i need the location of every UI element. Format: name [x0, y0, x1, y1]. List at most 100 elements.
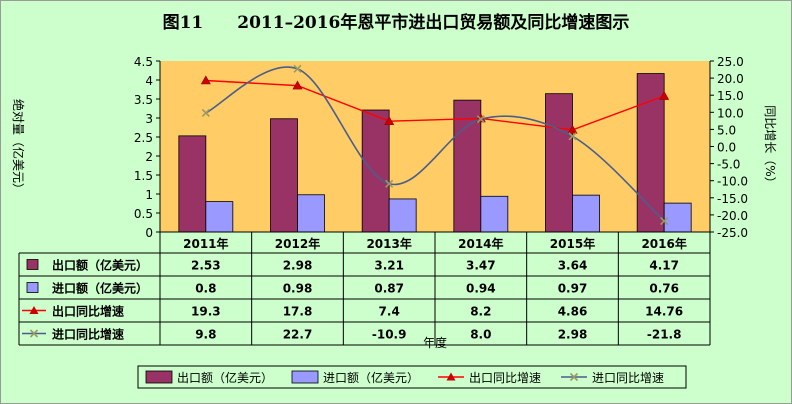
table-legend-key	[26, 259, 39, 270]
table-cell: -10.9	[372, 328, 407, 342]
table-cell: 22.7	[283, 328, 313, 342]
line-point	[568, 132, 577, 141]
table-cell: 3.64	[558, 259, 588, 273]
table-cell: 9.8	[195, 328, 216, 342]
table-cell: 4.86	[558, 305, 588, 319]
table-cell: 2.98	[283, 259, 313, 273]
line-point	[567, 124, 578, 134]
table-row-header: 进口额（亿美元）	[52, 281, 148, 296]
legend: 出口额（亿美元） 进口额（亿美元） 出口同比增速 进口同比增速	[137, 365, 687, 389]
table-legend-key	[26, 282, 39, 293]
right-tick-label: -25.0	[717, 226, 748, 240]
table-row-header: 进口同比增速	[52, 327, 124, 342]
table-cell: 19.3	[191, 305, 221, 319]
line-series	[200, 64, 670, 226]
legend-key	[291, 370, 319, 384]
bar	[270, 118, 298, 233]
table-row-header: 出口额（亿美元）	[52, 258, 148, 273]
left-axis-label: 绝对量（亿美元）	[11, 99, 26, 195]
series-line	[205, 79, 665, 131]
legend-box	[137, 365, 687, 389]
line-point	[660, 216, 669, 226]
line-point	[385, 179, 394, 188]
table-cell: 4.17	[649, 259, 679, 273]
line-point	[384, 116, 395, 125]
table-cell: 2.53	[191, 259, 221, 273]
left-tick-label: 2.5	[134, 131, 153, 145]
bar	[205, 201, 234, 233]
right-axis-label: 同比增长（%）	[763, 105, 777, 188]
table-cell: 7.4	[379, 305, 400, 319]
table-cell: 8.2	[470, 305, 491, 319]
bar	[663, 202, 692, 233]
left-tick-label: 1	[145, 188, 153, 202]
right-axis-tick-labels: -25.0 -20.0 -15.0 -10.0 -5.0 0.0 5.0 10.0 15.0 20…	[717, 55, 748, 240]
legend-marker	[569, 372, 579, 382]
left-axis-tick-labels: 0 0.5 1 1.5 2 2.5 3 3.5 4 4.5	[134, 55, 153, 240]
left-tick-label: 3.5	[134, 93, 153, 107]
chart-title: 图11 2011–2016年恩平市进出口贸易额及同比增速图示	[162, 13, 630, 33]
line-point	[293, 64, 302, 73]
right-tick-label: -10.0	[717, 175, 748, 189]
line-point	[200, 75, 211, 85]
right-tick-label: 15.0	[717, 89, 744, 103]
left-tick-label: 0.5	[134, 207, 153, 221]
x-tick-label: 2011年	[183, 236, 228, 251]
line-point	[659, 90, 670, 100]
table-cell: 0.97	[558, 282, 588, 296]
legend-label: 出口同比增速	[469, 371, 541, 385]
table-cell: 0.98	[283, 282, 313, 296]
right-tick-label: 10.0	[717, 106, 744, 120]
right-tick-label: 20.0	[717, 72, 744, 86]
legend-label: 进口额（亿美元）	[323, 370, 419, 385]
table-cell: 17.8	[283, 305, 313, 319]
plot-area	[160, 61, 710, 232]
table-cell: 3.47	[466, 259, 496, 273]
line-point	[201, 108, 210, 118]
bar	[572, 194, 600, 233]
x-tick-label: 2014年	[458, 236, 503, 251]
table-row-header: 出口同比增速	[52, 304, 124, 319]
bar	[636, 73, 665, 233]
bar	[545, 93, 573, 233]
table-cell: 0.76	[649, 282, 679, 296]
right-tick-label: 5.0	[717, 123, 736, 137]
bar	[178, 135, 207, 233]
table-cell: 0.8	[195, 282, 216, 296]
right-tick-label: 0.0	[717, 141, 736, 155]
table-legend-marker	[29, 306, 39, 314]
right-tick-label: -5.0	[717, 158, 740, 172]
left-tick-label: 2	[145, 150, 153, 164]
line-point	[476, 115, 485, 124]
x-axis-label: 年度	[423, 335, 447, 350]
table-cell: 8.0	[470, 328, 491, 342]
right-tick-label: -20.0	[717, 209, 748, 223]
table-cell: 0.94	[466, 282, 496, 296]
line-point	[292, 80, 303, 90]
left-tick-label: 4	[145, 74, 153, 88]
x-tick-label: 2012年	[275, 236, 320, 251]
legend-marker	[446, 372, 456, 381]
series-line	[205, 66, 665, 222]
right-tick-label: 25.0	[717, 55, 744, 69]
table-cell: 0.87	[374, 282, 404, 296]
left-tick-label: 3	[145, 112, 153, 126]
legend-label: 出口额（亿美元）	[177, 370, 273, 385]
legend-key	[145, 370, 173, 384]
x-tick-label: 2016年	[641, 236, 686, 251]
table-legend-marker	[29, 329, 39, 338]
table-cell: -21.8	[647, 328, 682, 342]
x-tick-label: 2013年	[366, 236, 411, 251]
bar	[361, 109, 390, 233]
x-tick-label: 2015年	[550, 236, 595, 251]
legend-label: 进口同比增速	[592, 371, 664, 385]
bar	[388, 198, 417, 233]
bar	[480, 195, 509, 233]
left-axis-ticks	[156, 60, 714, 233]
left-tick-label: 4.5	[134, 55, 153, 69]
table-cell: 2.98	[558, 328, 588, 342]
left-tick-label: 0	[145, 226, 153, 240]
right-tick-label: -15.0	[717, 192, 748, 206]
